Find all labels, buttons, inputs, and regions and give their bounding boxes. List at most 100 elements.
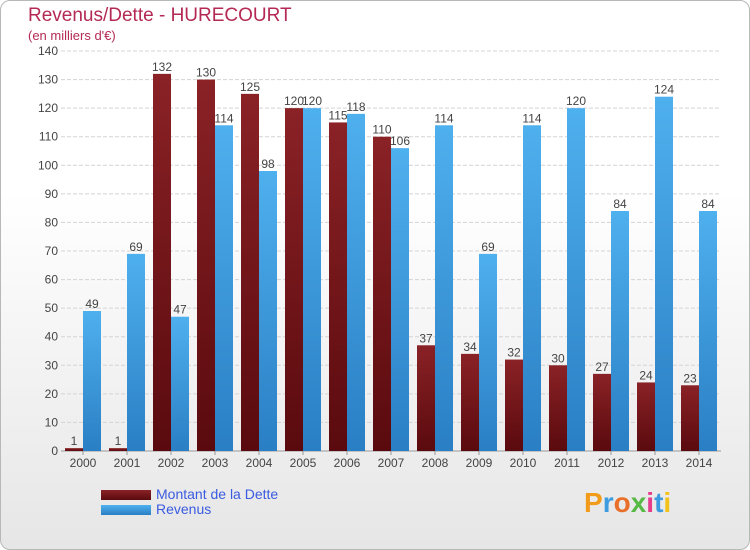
proxiti-logo: Proxiti xyxy=(584,487,694,527)
bar-debt xyxy=(461,353,479,451)
x-tick-label: 2000 xyxy=(70,456,97,470)
bar-revenue xyxy=(567,108,585,452)
bar-debt xyxy=(681,385,699,451)
x-tick-label: 2011 xyxy=(554,456,580,470)
data-label-debt: 125 xyxy=(240,80,260,94)
y-tick-label: 100 xyxy=(38,158,58,172)
data-label-debt: 24 xyxy=(639,368,653,382)
data-label-debt: 23 xyxy=(683,371,697,385)
legend-swatch-debt xyxy=(101,490,151,500)
bar-debt xyxy=(637,382,655,451)
bar-revenue xyxy=(171,316,189,451)
y-tick-label: 60 xyxy=(45,273,59,287)
y-tick-label: 20 xyxy=(45,387,59,401)
logo-letter: o xyxy=(613,487,631,518)
bar-debt xyxy=(593,373,611,451)
data-label-revenue: 120 xyxy=(302,94,322,108)
data-label-debt: 32 xyxy=(507,346,521,360)
bars xyxy=(65,73,717,452)
data-label-revenue: 47 xyxy=(173,303,187,317)
x-tick-label: 2010 xyxy=(510,456,537,470)
bar-revenue xyxy=(127,253,145,451)
bar-debt xyxy=(109,448,127,451)
y-tick-label: 0 xyxy=(51,444,58,458)
bar-revenue xyxy=(215,125,233,452)
bar-revenue xyxy=(347,113,365,451)
data-label-revenue: 120 xyxy=(566,94,586,108)
data-label-revenue: 114 xyxy=(522,111,541,125)
data-label-debt: 120 xyxy=(284,94,304,108)
logo-letter: x xyxy=(630,487,647,518)
y-tick-label: 80 xyxy=(45,215,59,229)
chart-subtitle: (en milliers d'€) xyxy=(28,28,116,43)
data-label-revenue: 118 xyxy=(346,100,365,114)
x-axis-ticks: 2000 2001 2002 2003 2004 2005 2006 2007 2008 2009… xyxy=(70,451,713,470)
legend-label-revenue: Revenus xyxy=(156,501,212,517)
data-label-revenue: 98 xyxy=(261,157,275,171)
bar-revenue xyxy=(699,211,717,451)
y-tick-label: 30 xyxy=(45,358,59,372)
y-tick-label: 70 xyxy=(45,244,59,258)
bar-revenue xyxy=(523,125,541,452)
y-tick-label: 50 xyxy=(45,301,59,315)
y-tick-label: 40 xyxy=(45,330,59,344)
bar-debt xyxy=(197,79,215,452)
x-tick-label: 2014 xyxy=(686,456,713,470)
data-label-debt: 1 xyxy=(71,434,78,448)
logo-letter: r xyxy=(602,487,614,518)
data-labels: 1491691324713011412598120120115118110106… xyxy=(71,60,715,448)
bar-debt xyxy=(505,359,523,451)
bar-debt xyxy=(329,122,347,451)
bar-revenue xyxy=(303,108,321,452)
y-axis-ticks: 0 10 20 30 40 50 60 70 80 90 100 110 120 130 140 xyxy=(38,44,58,458)
legend-label-debt: Montant de la Dette xyxy=(156,486,279,502)
bar-debt xyxy=(65,448,83,451)
legend-swatch-revenue xyxy=(101,505,151,515)
y-tick-label: 90 xyxy=(45,187,59,201)
x-tick-label: 2008 xyxy=(422,456,449,470)
bar-revenue xyxy=(391,148,409,451)
data-label-revenue: 114 xyxy=(214,111,233,125)
bar-revenue xyxy=(259,171,277,451)
y-tick-label: 130 xyxy=(38,73,58,87)
data-label-debt: 27 xyxy=(595,360,609,374)
data-label-revenue: 69 xyxy=(481,240,495,254)
logo-letter: i xyxy=(646,487,655,518)
data-label-revenue: 49 xyxy=(85,297,99,311)
x-tick-label: 2012 xyxy=(598,456,625,470)
data-label-debt: 130 xyxy=(196,66,216,80)
data-label-revenue: 106 xyxy=(390,134,410,148)
x-tick-label: 2001 xyxy=(114,456,141,470)
bar-revenue xyxy=(655,96,673,451)
y-tick-label: 110 xyxy=(39,130,58,144)
y-tick-label: 140 xyxy=(38,44,58,58)
data-label-debt: 30 xyxy=(551,351,565,365)
data-label-debt: 1 xyxy=(115,434,122,448)
x-tick-label: 2006 xyxy=(334,456,361,470)
data-label-debt: 34 xyxy=(463,340,477,354)
logo-letter: i xyxy=(663,487,672,518)
data-label-revenue: 84 xyxy=(613,197,627,211)
logo-letter: t xyxy=(654,487,664,518)
bar-revenue xyxy=(479,253,497,451)
data-label-revenue: 69 xyxy=(129,240,143,254)
logo-letter: P xyxy=(584,487,603,518)
bar-revenue xyxy=(83,311,101,451)
bar-debt xyxy=(373,136,391,451)
data-label-revenue: 114 xyxy=(434,111,453,125)
bar-debt xyxy=(241,93,259,451)
bar-debt xyxy=(549,365,567,451)
x-tick-label: 2013 xyxy=(642,456,669,470)
chart-title: Revenus/Dette - HURECOURT xyxy=(28,5,292,26)
x-tick-label: 2002 xyxy=(158,456,185,470)
data-label-revenue: 84 xyxy=(701,197,715,211)
bar-debt xyxy=(417,345,435,451)
y-tick-label: 120 xyxy=(38,101,58,115)
x-tick-label: 2007 xyxy=(378,456,405,470)
data-label-debt: 115 xyxy=(328,108,347,122)
x-tick-label: 2004 xyxy=(246,456,273,470)
y-tick-label: 10 xyxy=(45,415,59,429)
bar-revenue xyxy=(611,211,629,451)
